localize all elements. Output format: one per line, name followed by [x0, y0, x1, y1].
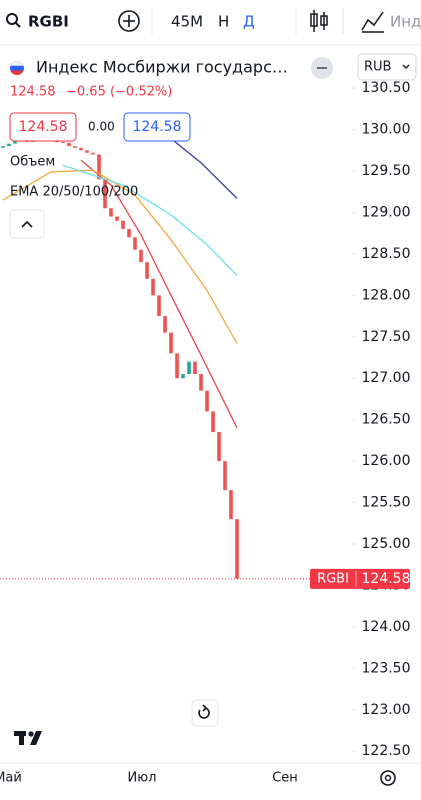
- candle: [145, 262, 149, 279]
- sell-price: 124.58: [19, 119, 68, 135]
- y-tick-label: 128.50: [362, 246, 411, 262]
- candle: [211, 411, 215, 433]
- flag-icon: [10, 61, 24, 75]
- y-tick-label: 124.00: [362, 619, 411, 635]
- ema-study[interactable]: EMA 20/50/100/200: [10, 185, 138, 200]
- candle: [91, 152, 95, 155]
- candle: [85, 150, 89, 153]
- x-tick-label: Сен: [272, 771, 298, 786]
- candle: [187, 361, 191, 375]
- candle: [193, 361, 197, 375]
- y-tick-label: 127.00: [362, 370, 411, 386]
- legend: Индекс Мосбиржи государс… RUB 124.58 −0.…: [9, 53, 417, 239]
- candle: [61, 142, 65, 144]
- candle: [169, 332, 173, 354]
- candle: [229, 490, 233, 520]
- buy-button[interactable]: 124.58: [123, 112, 191, 142]
- y-tick-label: 130.00: [362, 122, 411, 138]
- price-axis: 130.50 130.00 129.50 129.00 128.50 128.00 127.…: [300, 80, 411, 759]
- candle: [127, 229, 131, 238]
- sell-button[interactable]: 124.58: [9, 112, 77, 142]
- toolbar: RGBI 45M Н Д Инд: [6, 8, 421, 34]
- candle: [223, 461, 227, 491]
- last-price: 124.58: [10, 85, 56, 100]
- indicators-button[interactable]: Инд: [361, 11, 421, 33]
- candle: [217, 432, 221, 462]
- y-tick-label: 123.50: [362, 660, 411, 676]
- candle: [1, 146, 5, 148]
- candle: [121, 220, 125, 230]
- candle: [103, 179, 107, 209]
- buy-price: 124.58: [133, 119, 182, 135]
- interval[interactable]: 45M: [171, 13, 203, 31]
- settings-button[interactable]: [380, 770, 396, 786]
- x-tick-label: Май: [0, 771, 22, 786]
- y-tick-label: 125.50: [362, 495, 411, 511]
- tv-logo: [14, 731, 42, 745]
- spread: 0.00: [88, 120, 115, 134]
- candle: [79, 147, 83, 151]
- candle: [67, 142, 71, 147]
- y-tick-label: 126.50: [362, 412, 411, 428]
- symbol: RGBI: [28, 13, 69, 31]
- ema-line: [80, 159, 238, 429]
- x-tick-label: Июл: [128, 771, 157, 786]
- y-tick-label: 130.50: [362, 80, 411, 96]
- toolbar-button[interactable]: Н: [218, 13, 229, 31]
- candle: [73, 146, 77, 148]
- y-tick-label: 122.50: [362, 743, 411, 759]
- price-tag-value: 124.58: [362, 571, 411, 587]
- candle: [133, 237, 137, 250]
- collapse-button[interactable]: [9, 209, 45, 239]
- candle: [235, 519, 239, 579]
- y-tick-label: 123.00: [362, 702, 411, 718]
- y-tick-label: 125.00: [362, 536, 411, 552]
- volume-study[interactable]: Объем: [10, 155, 55, 170]
- price-change: −0.65 (−0.52%): [66, 85, 172, 100]
- y-tick-label: 126.00: [362, 453, 411, 469]
- reset-button[interactable]: [191, 699, 219, 727]
- candle: [163, 316, 167, 333]
- y-tick-label: 129.50: [362, 163, 411, 179]
- toolbar-button[interactable]: Д: [243, 13, 255, 31]
- instrument-title[interactable]: Индекс Мосбиржи государс…: [36, 58, 288, 77]
- y-tick-label: 129.00: [362, 204, 411, 220]
- candle: [139, 249, 143, 263]
- ema-line: [62, 164, 238, 276]
- search-button[interactable]: RGBI: [6, 13, 69, 31]
- candle: [97, 154, 101, 180]
- plot-area: [0, 114, 352, 580]
- candle: [181, 374, 185, 379]
- indicators-label: Инд: [390, 13, 421, 31]
- candle: [205, 390, 209, 412]
- candle: [175, 353, 179, 379]
- chart-type-button[interactable]: [310, 10, 328, 32]
- price-tag-symbol: RGBI: [317, 571, 349, 586]
- add-symbol-button[interactable]: [118, 10, 140, 32]
- price-tag: [310, 568, 410, 589]
- currency: RUB: [364, 60, 391, 75]
- candle: [151, 278, 155, 296]
- candle: [157, 295, 161, 317]
- y-tick-label: 127.50: [362, 329, 411, 345]
- ema-line: [2, 169, 238, 344]
- candle: [55, 141, 59, 143]
- more-button[interactable]: [311, 57, 333, 79]
- candle: [109, 208, 113, 217]
- candle: [7, 143, 11, 147]
- y-tick-label: 128.00: [362, 287, 411, 303]
- candle: [115, 216, 119, 221]
- candle: [13, 141, 17, 144]
- currency-select[interactable]: RUB: [357, 53, 417, 81]
- candle: [199, 374, 203, 391]
